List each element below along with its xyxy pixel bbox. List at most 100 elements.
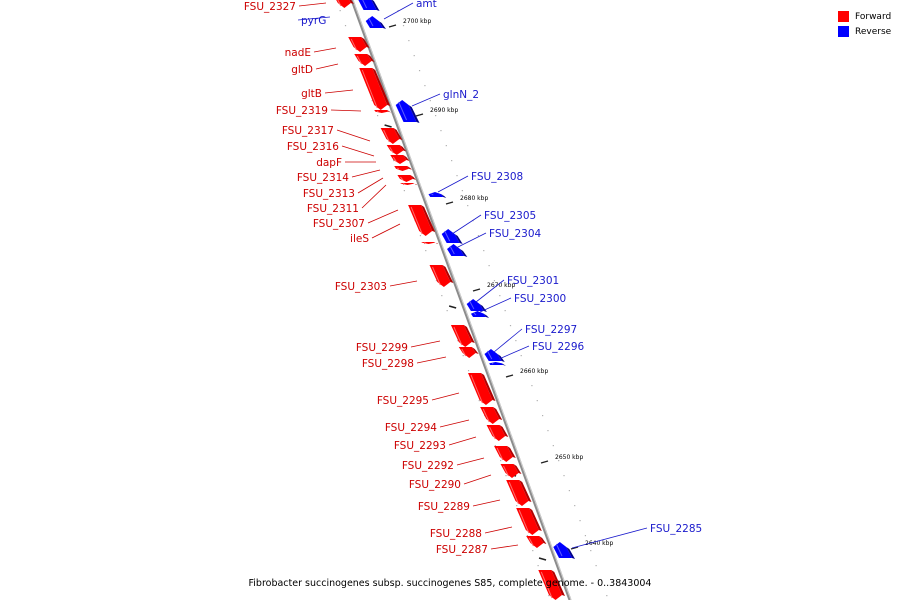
gene-nade-leader — [313, 47, 337, 53]
gene-fsu-2288-glyph-highlight — [518, 509, 530, 534]
gene-fsu-2305-label: FSU_2305 — [484, 210, 536, 222]
gene-fsu-2327-label: FSU_2327 — [244, 1, 296, 13]
gene-fsu-2313-label: FSU_2313 — [303, 188, 355, 200]
genome-axis-highlight — [352, 0, 572, 600]
gene-fsu-2294-label: FSU_2294 — [385, 422, 437, 434]
guide-dot — [483, 250, 485, 252]
guide-dot — [467, 370, 470, 372]
gene-fsu-2297-glyph — [484, 349, 502, 361]
gene-dapf-glyph-shade — [403, 155, 410, 161]
gene-fsu-2293-glyph — [486, 425, 506, 441]
gene-fsu-2304-glyph — [447, 244, 465, 256]
gene-fsu-2301-label: FSU_2301 — [507, 275, 559, 287]
gene-dapf-glyph-highlight — [392, 156, 397, 163]
gene-fsu-2289-glyph-highlight — [508, 481, 519, 505]
scale-tick — [384, 124, 392, 128]
guide-dot — [403, 190, 405, 192]
gene-fsu-2304-leader — [455, 232, 487, 249]
gene-fsu-2290-label: FSU_2290 — [409, 479, 461, 491]
guide-dot — [600, 580, 603, 582]
gene-fsu-2299-glyph-shade — [463, 325, 475, 343]
legend-reverse: Reverse — [838, 24, 891, 39]
scale-label-tick — [472, 288, 481, 292]
legend: Forward Reverse — [838, 9, 891, 39]
guide-dot — [435, 115, 437, 117]
gene-fsu-2303-glyph-shade — [442, 265, 454, 283]
gene-partial-glyph-highlight — [540, 571, 553, 599]
guide-dot — [574, 505, 576, 507]
gene-nade-glyph-shade — [361, 37, 370, 48]
scale-label-tick — [415, 113, 424, 117]
gene-fsu-2307-glyph — [408, 205, 433, 236]
guide-dot — [339, 10, 341, 12]
gene-fsu-2311-glyph-shade — [413, 183, 417, 185]
gene-gltd-leader — [315, 63, 339, 70]
gene-fsu-2317-glyph-shade — [393, 128, 403, 140]
gene-amt-glyph-shade — [371, 0, 380, 11]
gene-fsu-2285-leader — [571, 527, 648, 549]
gene-fsu-2293-leader — [448, 436, 477, 446]
gene-fsu-2311-leader — [361, 184, 387, 209]
gene-fsu-2289-glyph-shade — [519, 480, 532, 502]
gene-fsu-2293-label: FSU_2293 — [394, 440, 446, 452]
gene-fsu-2303-glyph-highlight — [432, 266, 441, 286]
genome-caption: Fibrobacter succinogenes subsp. succinog… — [248, 578, 652, 589]
forward-swatch — [838, 11, 849, 22]
gene-gltb-label: gltB — [301, 88, 322, 100]
guide-dot — [532, 550, 534, 552]
guide-dot — [525, 370, 528, 372]
gene-fsu-2294-leader — [439, 419, 470, 428]
gene-fsu-2317-glyph — [380, 128, 400, 144]
gene-iles-glyph-shade — [434, 242, 439, 244]
gene-fsu-2314-glyph — [394, 166, 409, 171]
gene-fsu-2294-glyph-highlight — [482, 408, 490, 423]
gene-fsu-2313-leader — [357, 177, 384, 194]
gene-gltd-glyph-highlight — [356, 55, 362, 65]
gene-gltb-glyph-shade — [372, 68, 391, 106]
gene-fsu-2308-label: FSU_2308 — [471, 171, 523, 183]
guide-dot — [397, 10, 399, 12]
gene-iles-label: ileS — [350, 233, 369, 245]
guide-dot — [504, 310, 506, 312]
scale-label: 2650 kbp — [555, 454, 583, 461]
guide-dot — [418, 70, 421, 72]
gene-fsu-2295-label: FSU_2295 — [377, 395, 429, 407]
scale-label: 2700 kbp — [403, 18, 431, 25]
gene-fsu-2316-label: FSU_2316 — [287, 141, 339, 153]
gene-fsu-2296-glyph-highlight — [491, 362, 494, 365]
gene-glnn-2-label: glnN_2 — [443, 89, 479, 101]
guide-dot — [441, 295, 443, 297]
gene-fsu-2285-glyph — [553, 542, 573, 558]
guide-dot — [461, 190, 463, 192]
guide-dot — [520, 355, 522, 357]
guide-dot — [488, 265, 490, 267]
guide-dot — [344, 25, 347, 27]
guide-dot — [445, 145, 447, 147]
gene-fsu-2296-label: FSU_2296 — [532, 341, 584, 353]
gene-pyrg-glyph-highlight — [368, 17, 374, 27]
gene-glnn-2-glyph-highlight — [398, 101, 407, 121]
gene-fsu-2316-glyph-highlight — [389, 146, 394, 154]
guide-dot — [547, 430, 549, 432]
guide-dot — [446, 310, 448, 312]
gene-pyrg-glyph — [365, 16, 383, 28]
gene-fsu-2305-glyph-shade — [454, 234, 463, 244]
gene-fsu-2292-glyph — [494, 446, 513, 462]
scale-label: 2670 kbp — [487, 282, 515, 289]
guide-dot — [451, 160, 453, 162]
gene-fsu-2293-glyph-highlight — [489, 426, 496, 440]
guide-dot — [552, 445, 554, 447]
gene-fsu-2327-glyph-highlight — [337, 0, 342, 7]
guide-dot — [440, 130, 442, 132]
gene-fsu-2290-leader — [463, 474, 492, 485]
gene-fsu-2289-label: FSU_2289 — [418, 501, 470, 513]
guide-dot — [579, 520, 581, 522]
gene-dapf-label: dapF — [316, 157, 342, 169]
gene-fsu-2296-leader — [498, 345, 530, 360]
guide-dot — [478, 400, 480, 402]
gene-fsu-2288-label: FSU_2288 — [430, 528, 482, 540]
gene-fsu-2317-leader — [336, 129, 371, 142]
gene-fsu-2299-glyph-highlight — [453, 326, 463, 346]
gene-fsu-2287-glyph-highlight — [528, 537, 534, 547]
